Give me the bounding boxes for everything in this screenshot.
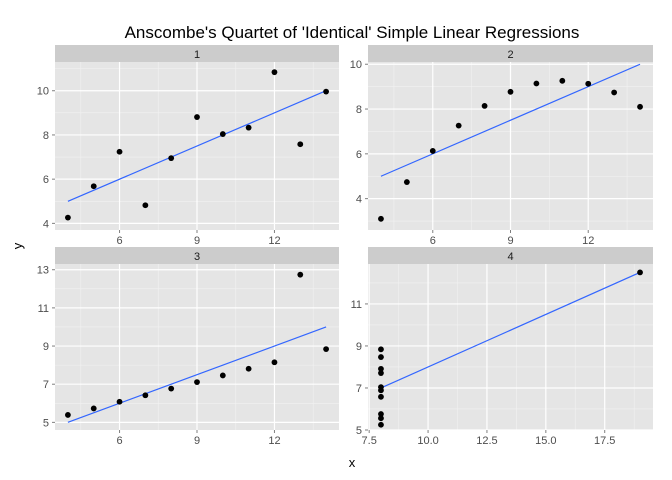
regression-line	[67, 90, 327, 202]
x-tick-label: 6	[116, 235, 122, 247]
y-tick-label: 5	[356, 425, 362, 437]
x-tick-label: 9	[194, 235, 200, 247]
data-point	[533, 80, 540, 87]
y-tick-label: 4	[43, 218, 49, 230]
panel-background	[368, 264, 653, 430]
data-point	[116, 148, 123, 155]
data-point	[142, 202, 149, 209]
y-tick-label: 7	[356, 383, 362, 395]
data-point	[168, 155, 175, 162]
y-tick-label: 11	[351, 299, 362, 311]
regression-line	[380, 63, 641, 177]
data-point	[378, 387, 384, 394]
x-tick-label: 12	[268, 235, 280, 247]
y-tick-label: 6	[356, 149, 362, 161]
y-tick-label: 9	[356, 341, 362, 353]
facet-strip-4	[368, 247, 653, 264]
x-tick-label: 17.5	[594, 435, 615, 447]
facet-panel-3: 3 5 7 9 11 13 6 9 12	[37, 247, 339, 447]
data-point	[142, 392, 149, 399]
data-point	[637, 269, 643, 276]
x-tick-label: 9	[194, 435, 200, 447]
data-point	[378, 411, 384, 417]
data-point	[611, 89, 618, 96]
y-tick-label: 8	[356, 104, 362, 116]
data-point	[219, 372, 226, 379]
y-tick-label: 5	[43, 417, 49, 429]
y-tick-label: 7	[43, 379, 49, 391]
data-point	[378, 393, 384, 400]
data-point	[378, 415, 384, 422]
facet-panel-2: 2 4 6 8 10 6 9 12	[350, 45, 653, 247]
regression-line	[67, 326, 327, 423]
data-point	[378, 421, 384, 428]
data-point	[481, 103, 488, 109]
facet-strip-3	[55, 247, 339, 264]
data-point	[323, 346, 329, 352]
data-point	[559, 77, 566, 84]
y-tick-label: 8	[43, 130, 49, 142]
y-tick-label: 4	[356, 194, 362, 206]
x-tick-label: 9	[507, 235, 513, 247]
data-point	[585, 80, 592, 87]
facet-panel-4: 4 5 7 9 11 7.5 10.0 12.5 15.0 17.5	[351, 247, 653, 447]
facet-panels: 1 4 6 8 10 6 9 12 2 4 6 8 10 6 9 12 3 5 7 9 11 13 6 9 12 4 5 7 9 11 7.…	[37, 45, 653, 447]
data-point	[507, 88, 514, 95]
x-tick-label: 12.5	[476, 435, 497, 447]
data-point	[65, 214, 71, 221]
facet-strip-1	[55, 45, 339, 62]
data-point	[378, 354, 384, 360]
facet-strip-label: 1	[194, 49, 200, 61]
y-axis-title: y	[10, 242, 25, 249]
data-point	[378, 365, 384, 372]
y-tick-label: 11	[38, 303, 49, 315]
data-point	[65, 412, 71, 418]
data-point	[245, 365, 252, 372]
y-tick-label: 10	[37, 86, 49, 98]
data-point	[637, 103, 643, 110]
data-point	[455, 122, 462, 129]
x-tick-label: 6	[430, 235, 436, 247]
data-point	[378, 346, 384, 353]
data-point	[378, 215, 384, 222]
data-point	[245, 124, 252, 131]
data-point	[168, 385, 175, 392]
facet-panel-1: 1 4 6 8 10 6 9 12	[37, 45, 339, 247]
data-point	[219, 131, 226, 137]
data-point	[90, 405, 97, 412]
data-point	[116, 398, 123, 405]
x-tick-label: 10.0	[417, 435, 438, 447]
y-tick-label: 9	[43, 341, 49, 353]
x-tick-label: 15.0	[535, 435, 556, 447]
x-tick-label: 12	[268, 435, 280, 447]
y-tick-label: 6	[43, 174, 49, 186]
facet-strip-label: 2	[507, 49, 513, 61]
x-axis-title: x	[349, 455, 356, 470]
regression-line	[380, 271, 641, 389]
data-point	[271, 69, 278, 76]
data-point	[297, 271, 304, 278]
y-tick-label: 13	[37, 265, 49, 277]
data-point	[271, 359, 278, 366]
data-point	[403, 179, 410, 185]
data-point	[90, 183, 97, 190]
y-tick-label: 10	[350, 59, 362, 71]
x-tick-label: 7.5	[362, 435, 377, 447]
data-point	[297, 141, 304, 148]
data-point	[378, 370, 384, 376]
facet-strip-label: 4	[507, 251, 513, 263]
x-tick-label: 6	[116, 435, 122, 447]
data-point	[194, 379, 200, 386]
x-tick-label: 12	[582, 235, 594, 247]
data-point	[194, 114, 200, 120]
chart-title: Anscombe's Quartet of 'Identical' Simple…	[125, 23, 580, 42]
facet-strip-label: 3	[194, 251, 200, 263]
facet-strip-2	[368, 45, 653, 62]
data-point	[323, 88, 329, 95]
data-point	[429, 148, 436, 154]
